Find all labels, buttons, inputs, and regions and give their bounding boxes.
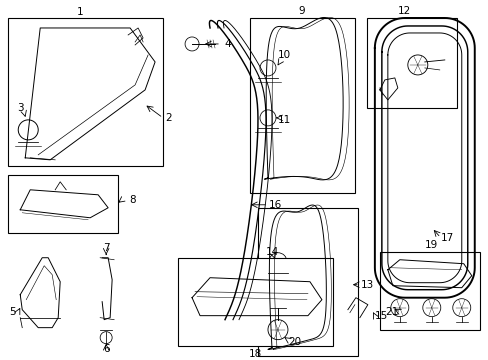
Text: 1: 1 [77,7,83,17]
Text: 4: 4 [224,39,231,49]
Bar [178,258,332,346]
Bar [366,18,456,108]
Bar [249,18,354,193]
Text: 16: 16 [268,200,281,210]
Text: 3: 3 [17,103,23,113]
Text: 10: 10 [277,50,290,60]
Text: 7: 7 [102,243,109,253]
Text: 14: 14 [265,247,278,257]
Text: 15: 15 [374,311,387,321]
Text: 19: 19 [424,240,438,250]
Text: 2: 2 [164,113,171,123]
Text: 11: 11 [277,115,290,125]
Text: 21: 21 [385,307,398,317]
Bar [258,208,357,356]
Bar [8,175,118,233]
Text: 12: 12 [397,6,410,16]
Text: 5: 5 [9,307,16,317]
Text: 6: 6 [102,344,109,354]
Text: 20: 20 [288,337,301,347]
Text: 9: 9 [298,6,305,16]
Bar [379,252,479,330]
Text: 17: 17 [440,233,453,243]
Text: 18: 18 [248,348,261,359]
Bar [8,18,163,166]
Text: 13: 13 [361,280,374,290]
Text: 8: 8 [128,195,135,205]
